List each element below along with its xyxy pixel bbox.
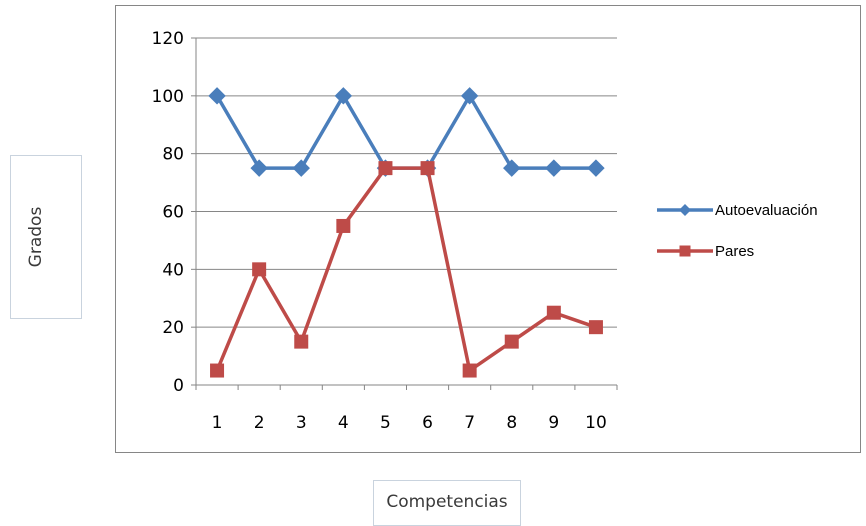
point-autoevaluaci-n-8	[503, 159, 521, 177]
point-autoevaluaci-n-7	[460, 87, 479, 105]
point-autoevaluaci-n-1	[208, 87, 226, 105]
x-tick-label-1: 1	[212, 413, 223, 433]
point-pares-10	[588, 320, 603, 335]
point-pares-4	[336, 218, 351, 233]
point-pares-5	[378, 161, 393, 176]
point-autoevaluaci-n-4	[334, 87, 353, 105]
point-pares-1	[210, 363, 225, 378]
legend-marker-pares	[679, 245, 691, 257]
point-autoevaluaci-n-2	[250, 159, 268, 177]
series-line-pares	[215, 166, 597, 373]
y-axis-title-box	[10, 155, 82, 319]
x-tick-label-3: 3	[296, 413, 307, 433]
x-tick-label-10: 10	[585, 413, 607, 433]
point-autoevaluaci-n-9	[545, 159, 563, 177]
y-tick-label-120: 120	[152, 29, 184, 49]
series-line-autoevaluaci-n	[215, 94, 596, 170]
legend-marker-autoevaluaci-n	[679, 204, 691, 216]
y-tick-label-80: 80	[162, 145, 184, 165]
x-tick-label-8: 8	[506, 413, 517, 433]
point-pares-3	[294, 334, 309, 349]
x-tick-label-7: 7	[464, 413, 475, 433]
y-tick-label-60: 60	[162, 203, 184, 223]
y-tick-label-100: 100	[152, 87, 184, 107]
x-tick-label-9: 9	[548, 413, 559, 433]
point-pares-8	[504, 334, 519, 349]
y-tick-label-20: 20	[162, 318, 184, 338]
x-tick-label-2: 2	[254, 413, 265, 433]
chart-area	[115, 5, 861, 453]
point-autoevaluaci-n-3	[292, 159, 310, 177]
legend-label-autoevaluaci-n: Autoevaluación	[715, 202, 818, 219]
point-pares-2	[252, 262, 267, 277]
legend-label-pares: Pares	[715, 243, 754, 260]
point-pares-9	[546, 305, 561, 320]
point-pares-6	[420, 161, 435, 176]
x-tick-label-4: 4	[338, 413, 349, 433]
point-autoevaluaci-n-10	[587, 159, 605, 177]
y-tick-label-0: 0	[173, 376, 184, 396]
point-pares-7	[462, 363, 477, 378]
y-tick-label-40: 40	[162, 260, 184, 280]
x-tick-label-5: 5	[380, 413, 391, 433]
x-tick-label-6: 6	[422, 413, 433, 433]
x-axis-title: Competencias	[386, 492, 508, 512]
